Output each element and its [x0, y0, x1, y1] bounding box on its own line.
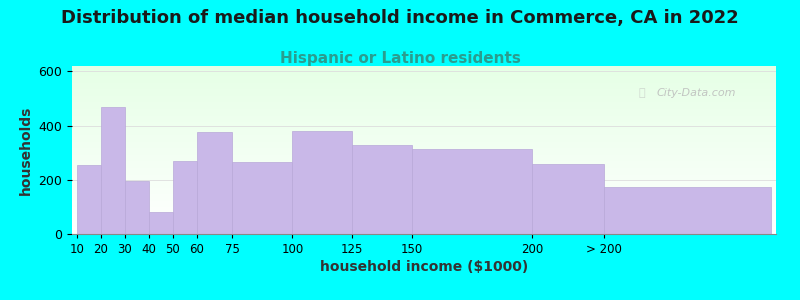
- Bar: [292, 131, 352, 234]
- Bar: [101, 106, 125, 234]
- Bar: [197, 132, 233, 234]
- Y-axis label: households: households: [19, 105, 33, 195]
- Bar: [532, 164, 603, 234]
- Bar: [173, 161, 197, 234]
- Bar: [603, 187, 771, 234]
- Text: Hispanic or Latino residents: Hispanic or Latino residents: [279, 51, 521, 66]
- X-axis label: household income ($1000): household income ($1000): [320, 260, 528, 274]
- Bar: [352, 145, 412, 234]
- Bar: [412, 148, 532, 234]
- Bar: [125, 181, 149, 234]
- Text: 🔍: 🔍: [638, 88, 646, 98]
- Bar: [149, 212, 173, 234]
- Text: Distribution of median household income in Commerce, CA in 2022: Distribution of median household income …: [61, 9, 739, 27]
- Text: City-Data.com: City-Data.com: [656, 88, 736, 98]
- Bar: [77, 165, 101, 234]
- Bar: [233, 162, 292, 234]
